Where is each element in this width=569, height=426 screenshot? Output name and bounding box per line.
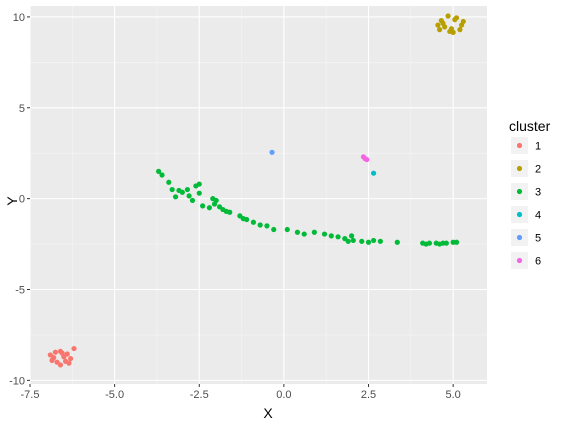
data-point-cluster-3 <box>345 238 351 244</box>
data-point-cluster-3 <box>301 231 307 237</box>
data-point-cluster-1 <box>57 348 64 354</box>
data-point-cluster-3 <box>166 179 172 185</box>
data-point-cluster-3 <box>156 168 162 174</box>
legend-label-2: 2 <box>535 164 541 176</box>
legend-swatch-1 <box>516 142 523 149</box>
legend-label-6: 6 <box>535 256 541 268</box>
data-point-cluster-3 <box>189 197 196 204</box>
data-point-cluster-2 <box>457 27 463 33</box>
data-point-cluster-3 <box>169 186 175 193</box>
grid-major <box>29 6 487 384</box>
data-point-cluster-1 <box>52 349 58 355</box>
data-point-cluster-5 <box>269 149 275 155</box>
legend-label-3: 3 <box>535 187 541 199</box>
data-point-cluster-2 <box>440 20 446 26</box>
data-point-cluster-1 <box>66 360 72 366</box>
y-tick-label: 0 <box>19 194 25 206</box>
data-point-cluster-4 <box>370 170 377 176</box>
data-point-cluster-3 <box>365 239 372 245</box>
legend-swatch-6 <box>516 257 523 264</box>
data-point-cluster-3 <box>370 237 377 244</box>
grid-minor <box>30 6 487 384</box>
data-points <box>47 13 466 368</box>
data-point-cluster-3 <box>200 203 206 209</box>
data-point-cluster-2 <box>453 15 460 21</box>
y-tick-label: -5 <box>15 285 25 297</box>
data-point-cluster-3 <box>257 222 263 228</box>
data-point-cluster-2 <box>460 18 466 25</box>
legend-label-4: 4 <box>535 210 541 222</box>
data-point-cluster-3 <box>426 240 433 246</box>
data-point-cluster-2 <box>445 13 451 19</box>
data-point-cluster-3 <box>179 189 185 195</box>
data-point-cluster-3 <box>453 239 460 245</box>
legend-swatch-4 <box>516 211 523 218</box>
data-point-cluster-3 <box>172 194 179 200</box>
legend-swatch-3 <box>516 188 523 195</box>
x-tick-label: -2.5 <box>190 389 209 401</box>
data-point-cluster-2 <box>448 26 455 32</box>
data-point-cluster-1 <box>71 345 77 352</box>
data-point-cluster-3 <box>196 190 202 196</box>
x-axis-title: X <box>263 405 273 421</box>
data-point-cluster-3 <box>213 197 219 204</box>
data-point-cluster-2 <box>435 22 441 28</box>
x-tick-label: -7.5 <box>21 389 40 401</box>
data-point-cluster-3 <box>271 226 277 233</box>
legend-label-1: 1 <box>535 141 541 153</box>
y-axis-title: Y <box>4 196 20 206</box>
data-point-cluster-1 <box>57 362 64 368</box>
legend-title: cluster <box>509 118 551 134</box>
y-tick-label: 5 <box>19 103 25 115</box>
data-point-cluster-3 <box>377 238 383 244</box>
data-point-cluster-3 <box>184 186 191 193</box>
x-axis-ticks: -7.5 -5.0 -2.5 0.0 2.5 5.0 <box>21 384 461 401</box>
data-point-cluster-3 <box>264 223 270 229</box>
data-point-cluster-6 <box>364 156 370 163</box>
data-point-cluster-3 <box>227 209 233 215</box>
data-point-cluster-3 <box>159 172 165 178</box>
x-tick-label: 2.5 <box>361 389 376 401</box>
data-point-cluster-3 <box>350 237 356 244</box>
legend: cluster 1 2 3 4 5 6 <box>509 118 551 269</box>
data-point-cluster-3 <box>206 205 213 211</box>
legend-swatch-5 <box>516 234 523 241</box>
data-point-cluster-3 <box>328 233 334 239</box>
data-point-cluster-3 <box>443 240 449 246</box>
data-point-cluster-3 <box>250 219 257 225</box>
legend-label-5: 5 <box>535 233 541 245</box>
data-point-cluster-1 <box>51 355 57 361</box>
legend-swatch-2 <box>516 165 523 172</box>
y-tick-label: 10 <box>13 12 25 24</box>
x-tick-label: -5.0 <box>105 389 124 401</box>
x-tick-label: 0.0 <box>276 389 291 401</box>
data-point-cluster-3 <box>186 193 192 199</box>
data-point-cluster-3 <box>196 181 202 187</box>
y-axis-ticks: -10 -5 0 5 10 <box>9 12 30 387</box>
data-point-cluster-3 <box>284 226 290 233</box>
data-point-cluster-1 <box>64 351 70 357</box>
data-point-cluster-3 <box>244 216 250 223</box>
y-tick-label: -10 <box>9 375 25 387</box>
data-point-cluster-3 <box>294 229 301 235</box>
x-tick-label: 5.0 <box>445 389 460 401</box>
panel-background <box>30 6 487 384</box>
data-point-cluster-1 <box>68 355 74 362</box>
data-point-cluster-3 <box>348 233 355 239</box>
data-point-cluster-3 <box>394 239 400 245</box>
data-point-cluster-3 <box>335 234 341 240</box>
data-point-cluster-3 <box>359 238 365 244</box>
data-point-cluster-3 <box>311 229 317 235</box>
data-point-cluster-2 <box>437 27 443 33</box>
data-point-cluster-3 <box>321 231 328 237</box>
